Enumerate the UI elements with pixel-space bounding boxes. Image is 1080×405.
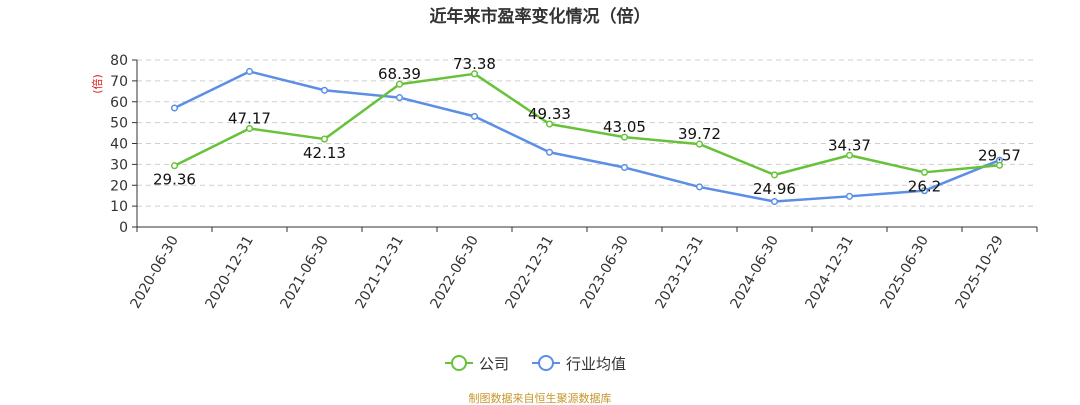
data-label: 34.37 (828, 136, 871, 154)
series-lines (170, 67, 1004, 206)
data-point-company (395, 80, 404, 88)
y-tick-label: 0 (119, 220, 128, 236)
data-labels: 29.36 47.17 42.13 68.39 73.38 49.33 43.05 39.72… (153, 55, 1021, 198)
y-axis-label: (倍) (90, 74, 104, 94)
data-label: 26.2 (908, 177, 941, 195)
data-point-industry (545, 148, 554, 156)
chart-title: 近年来市盈率变化情况（倍） (430, 6, 651, 27)
data-point-company (995, 161, 1004, 169)
data-label: 43.05 (603, 118, 646, 136)
data-point-industry (695, 183, 704, 191)
y-tick-label: 50 (110, 116, 128, 132)
data-label: 49.33 (528, 105, 571, 123)
data-label: 24.96 (753, 180, 796, 198)
x-tick-label: 2025-10-29 (952, 233, 1007, 311)
data-point-industry (770, 197, 779, 206)
x-tick-label: 2020-06-30 (127, 233, 182, 311)
data-point-company (320, 135, 329, 143)
data-label: 42.13 (303, 144, 346, 162)
x-tick-label: 2021-06-30 (277, 233, 332, 311)
legend[interactable]: 公司 行业均值 (445, 355, 626, 373)
x-tick-label: 2022-12-31 (502, 233, 557, 311)
data-point-company (545, 120, 554, 128)
data-point-industry (245, 67, 254, 76)
data-label: 47.17 (228, 110, 271, 128)
data-point-industry (470, 112, 479, 120)
grid-lines (137, 59, 1037, 207)
data-point-industry (320, 86, 329, 94)
series-line-industry (173, 70, 1000, 203)
data-point-industry (845, 192, 854, 200)
axes: 0 10 20 30 40 50 60 70 80 2020-06-30 2020-12-31 202… (110, 53, 1038, 311)
data-point-company (920, 168, 929, 176)
legend-item-industry[interactable]: 行业均值 (532, 355, 626, 373)
x-tick-label: 2024-06-30 (727, 233, 782, 311)
legend-marker (538, 355, 554, 371)
data-point-company (170, 162, 179, 170)
data-point-industry (395, 94, 404, 102)
source-note: 制图数据来自恒生聚源数据库 (469, 391, 612, 405)
data-label: 73.38 (453, 55, 496, 73)
x-tick-label: 2023-12-31 (652, 233, 707, 311)
y-tick-label: 60 (110, 95, 128, 111)
data-label: 39.72 (678, 125, 721, 143)
legend-label: 公司 (479, 355, 509, 373)
data-point-company (695, 140, 704, 148)
x-tick-label: 2025-06-30 (877, 233, 932, 311)
x-tick-label: 2020-12-31 (202, 233, 257, 311)
x-tick-label: 2024-12-31 (802, 233, 857, 311)
data-label: 68.39 (378, 65, 421, 83)
legend-label: 行业均值 (566, 355, 626, 373)
y-tick-label: 70 (110, 74, 128, 90)
data-point-company (620, 133, 629, 141)
data-point-company (470, 70, 479, 78)
data-point-company (245, 124, 254, 133)
data-point-industry (170, 104, 179, 112)
y-tick-label: 20 (110, 178, 128, 194)
legend-item-company[interactable]: 公司 (445, 355, 509, 373)
y-tick-label: 10 (110, 199, 128, 215)
data-label: 29.57 (978, 146, 1021, 164)
y-tick-label: 40 (110, 137, 128, 153)
x-tick-label: 2021-12-31 (352, 233, 407, 311)
x-tick-label: 2022-06-30 (427, 233, 482, 311)
x-tick-label: 2023-06-30 (577, 233, 632, 311)
y-tick-label: 30 (110, 157, 128, 173)
data-point-industry (620, 163, 629, 172)
legend-marker (451, 355, 467, 371)
y-tick-label: 80 (110, 53, 128, 69)
data-point-industry (920, 187, 929, 195)
data-label: 29.36 (153, 171, 196, 189)
data-point-company (770, 171, 779, 179)
data-point-company (845, 151, 854, 159)
series-line-company (173, 72, 1000, 177)
